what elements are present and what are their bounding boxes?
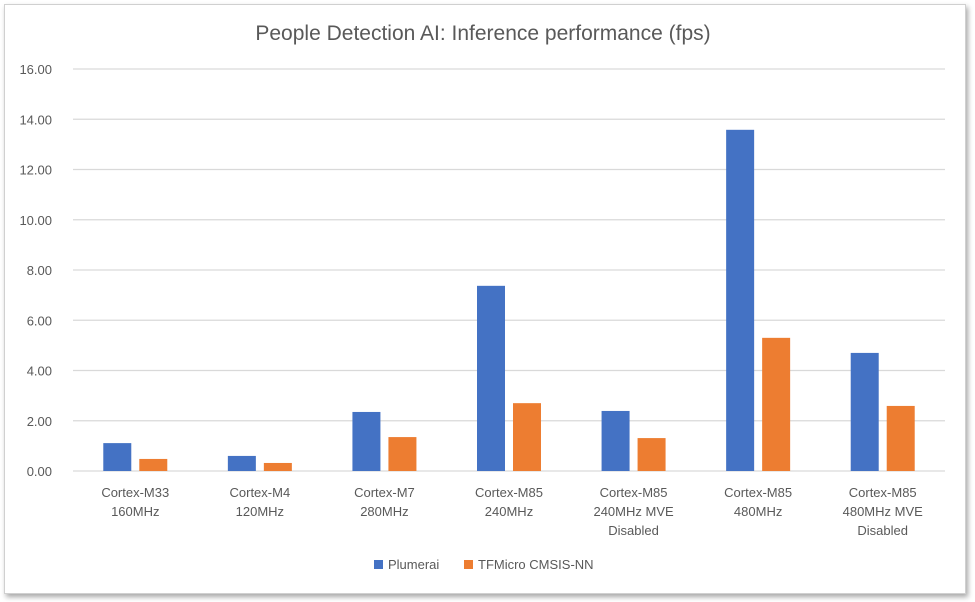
x-tick-label: 480MHz MVE <box>843 504 924 519</box>
bar-tfmicro <box>762 337 791 471</box>
y-tick-label: 14.00 <box>19 112 52 127</box>
x-tick-label: Cortex-M33 <box>101 485 169 500</box>
chart-title: People Detection AI: Inference performan… <box>255 22 710 45</box>
x-tick-label: 240MHz MVE <box>593 504 674 519</box>
x-tick-label: Cortex-M7 <box>354 485 415 500</box>
bar-tfmicro <box>886 405 915 471</box>
y-tick-label: 6.00 <box>27 313 52 328</box>
x-tick-label: 280MHz <box>360 504 408 519</box>
bar-tfmicro <box>139 458 168 471</box>
y-tick-label: 16.00 <box>19 62 52 77</box>
x-tick-label: 240MHz <box>485 504 533 519</box>
x-tick-label: Cortex-M85 <box>600 485 668 500</box>
bar-plumerai <box>601 410 630 471</box>
x-tick-label: Cortex-M4 <box>230 485 291 500</box>
x-tick-label: 160MHz <box>111 504 159 519</box>
bar-tfmicro <box>513 403 541 471</box>
y-tick-label: 2.00 <box>27 414 52 429</box>
y-tick-label: 10.00 <box>19 213 52 228</box>
bar-tfmicro <box>263 462 292 471</box>
legend-label: Plumerai <box>388 557 439 572</box>
x-tick-label: 120MHz <box>236 504 284 519</box>
legend-swatch <box>464 560 473 569</box>
y-tick-label: 8.00 <box>27 263 52 278</box>
bar-plumerai <box>352 411 381 471</box>
bar-plumerai <box>477 285 505 471</box>
y-tick-label: 4.00 <box>27 364 52 379</box>
x-tick-label: 480MHz <box>734 504 782 519</box>
x-tick-label: Cortex-M85 <box>475 485 543 500</box>
legend-label: TFMicro CMSIS-NN <box>478 557 594 572</box>
y-tick-label: 12.00 <box>19 163 52 178</box>
x-tick-label: Disabled <box>857 523 908 538</box>
bar-plumerai <box>103 443 132 471</box>
y-tick-label: 0.00 <box>27 464 52 479</box>
bar-plumerai <box>850 352 879 471</box>
bar-tfmicro <box>637 438 666 471</box>
x-tick-label: Cortex-M85 <box>724 485 792 500</box>
bar-plumerai <box>726 129 755 472</box>
x-tick-label: Cortex-M85 <box>849 485 917 500</box>
legend-swatch <box>374 560 383 569</box>
x-tick-label: Disabled <box>608 523 659 538</box>
bar-plumerai <box>227 455 256 471</box>
bar-tfmicro <box>388 437 417 471</box>
